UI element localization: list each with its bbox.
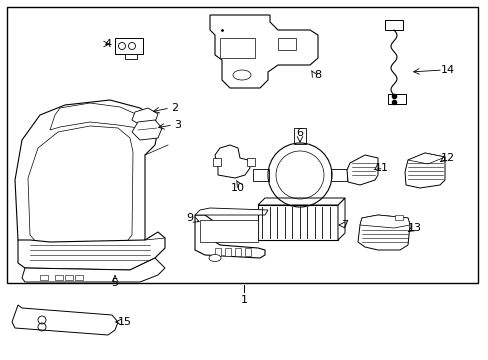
Polygon shape xyxy=(346,155,377,185)
Bar xyxy=(115,38,142,54)
Bar xyxy=(384,20,402,30)
Polygon shape xyxy=(65,275,73,280)
Bar xyxy=(244,248,250,256)
Text: 2: 2 xyxy=(171,103,178,113)
Polygon shape xyxy=(359,215,409,228)
Polygon shape xyxy=(22,258,164,282)
Bar xyxy=(330,169,346,181)
Polygon shape xyxy=(357,215,409,250)
Text: 5: 5 xyxy=(111,278,118,288)
Text: 4: 4 xyxy=(104,39,111,49)
Polygon shape xyxy=(215,145,249,178)
Polygon shape xyxy=(209,15,317,88)
Polygon shape xyxy=(132,120,162,140)
Text: 6: 6 xyxy=(296,128,303,138)
Polygon shape xyxy=(258,198,345,205)
Text: 1: 1 xyxy=(240,295,247,305)
Text: 9: 9 xyxy=(186,213,193,223)
Polygon shape xyxy=(15,100,158,265)
Polygon shape xyxy=(75,275,83,280)
Text: 14: 14 xyxy=(440,65,454,75)
Polygon shape xyxy=(12,305,118,335)
Text: 7: 7 xyxy=(341,220,348,230)
Text: 8: 8 xyxy=(314,70,321,80)
Polygon shape xyxy=(40,275,48,280)
Text: 11: 11 xyxy=(374,163,388,173)
Polygon shape xyxy=(287,204,311,212)
Bar xyxy=(215,248,221,256)
Polygon shape xyxy=(55,275,63,280)
Polygon shape xyxy=(195,215,264,258)
Polygon shape xyxy=(258,205,337,240)
Bar xyxy=(293,206,305,222)
Text: 13: 13 xyxy=(407,223,421,233)
Bar xyxy=(394,215,402,220)
Bar xyxy=(293,128,305,144)
Ellipse shape xyxy=(208,255,221,261)
Ellipse shape xyxy=(232,70,250,80)
Text: 15: 15 xyxy=(118,317,132,327)
Polygon shape xyxy=(337,198,345,240)
Polygon shape xyxy=(28,126,133,252)
Polygon shape xyxy=(195,208,267,215)
Polygon shape xyxy=(18,232,164,270)
Bar xyxy=(235,248,241,256)
Text: 10: 10 xyxy=(230,183,244,193)
Bar xyxy=(213,158,221,166)
Bar xyxy=(224,248,230,256)
Polygon shape xyxy=(404,153,444,188)
Bar xyxy=(200,220,258,242)
Text: 12: 12 xyxy=(440,153,454,163)
Bar xyxy=(252,169,268,181)
Bar xyxy=(125,54,137,59)
Polygon shape xyxy=(50,103,138,130)
Polygon shape xyxy=(407,153,444,164)
Bar xyxy=(7,7,477,283)
Bar xyxy=(387,94,405,104)
Polygon shape xyxy=(132,108,158,126)
Bar xyxy=(246,158,254,166)
Bar xyxy=(220,38,254,58)
Bar xyxy=(278,38,295,50)
Text: 3: 3 xyxy=(174,120,181,130)
